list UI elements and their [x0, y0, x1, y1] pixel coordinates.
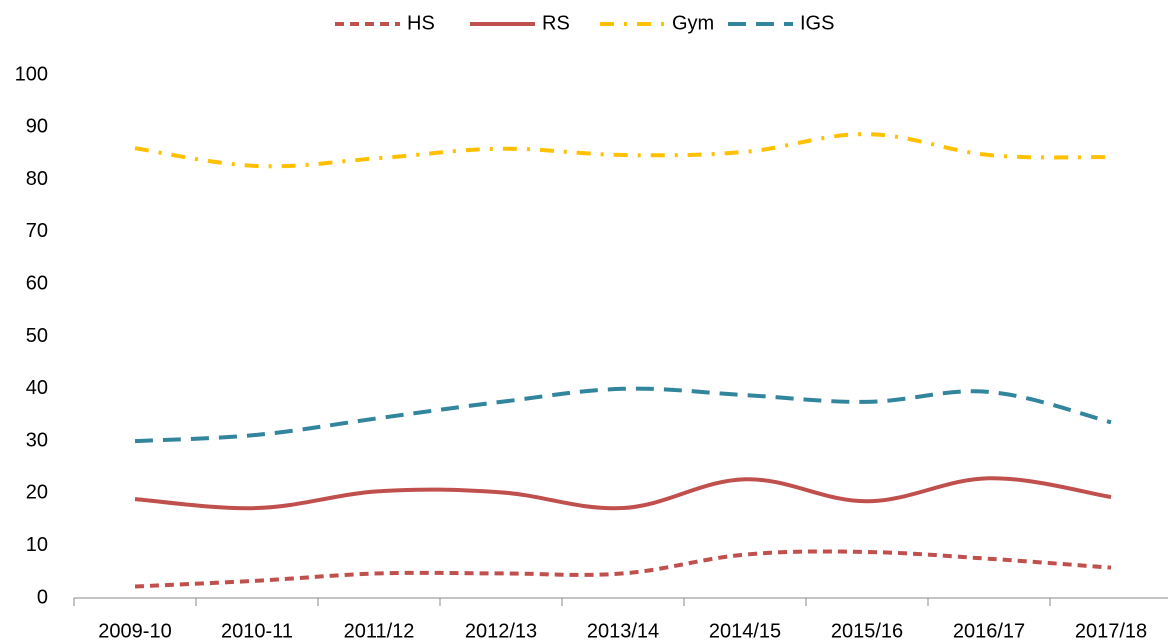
x-tick-label: 2017/18 — [1075, 620, 1147, 642]
series-line — [134, 549, 1112, 589]
x-tick-label: 2012/13 — [465, 620, 537, 642]
legend-label: IGS — [800, 12, 834, 34]
x-tick-label: 2011/12 — [344, 620, 415, 642]
y-tick-label: 30 — [26, 429, 48, 451]
legend-label: HS — [407, 12, 435, 34]
x-tick-label: 2013/14 — [587, 620, 659, 642]
y-tick-label: 0 — [37, 586, 48, 608]
y-tick-label: 80 — [26, 168, 48, 190]
series-line — [134, 132, 1112, 169]
y-tick-label: 60 — [26, 272, 48, 294]
y-tick-label: 10 — [26, 534, 48, 556]
y-tick-label: 70 — [26, 220, 48, 242]
y-tick-label: 40 — [26, 377, 48, 399]
x-tick-label: 2009-10 — [98, 620, 171, 642]
x-tick-label: 2010-11 — [221, 620, 293, 642]
series-line — [134, 476, 1112, 511]
x-tick-label: 2015/16 — [831, 620, 903, 642]
y-tick-label: 100 — [15, 63, 48, 85]
series-line — [134, 386, 1112, 444]
x-tick-label: 2016/17 — [953, 620, 1025, 642]
y-tick-label: 50 — [26, 325, 48, 347]
legend-label: Gym — [672, 12, 714, 34]
y-tick-label: 90 — [26, 116, 48, 138]
x-tick-label: 2014/15 — [709, 620, 781, 642]
y-tick-label: 20 — [26, 482, 48, 504]
legend-label: RS — [542, 12, 570, 34]
